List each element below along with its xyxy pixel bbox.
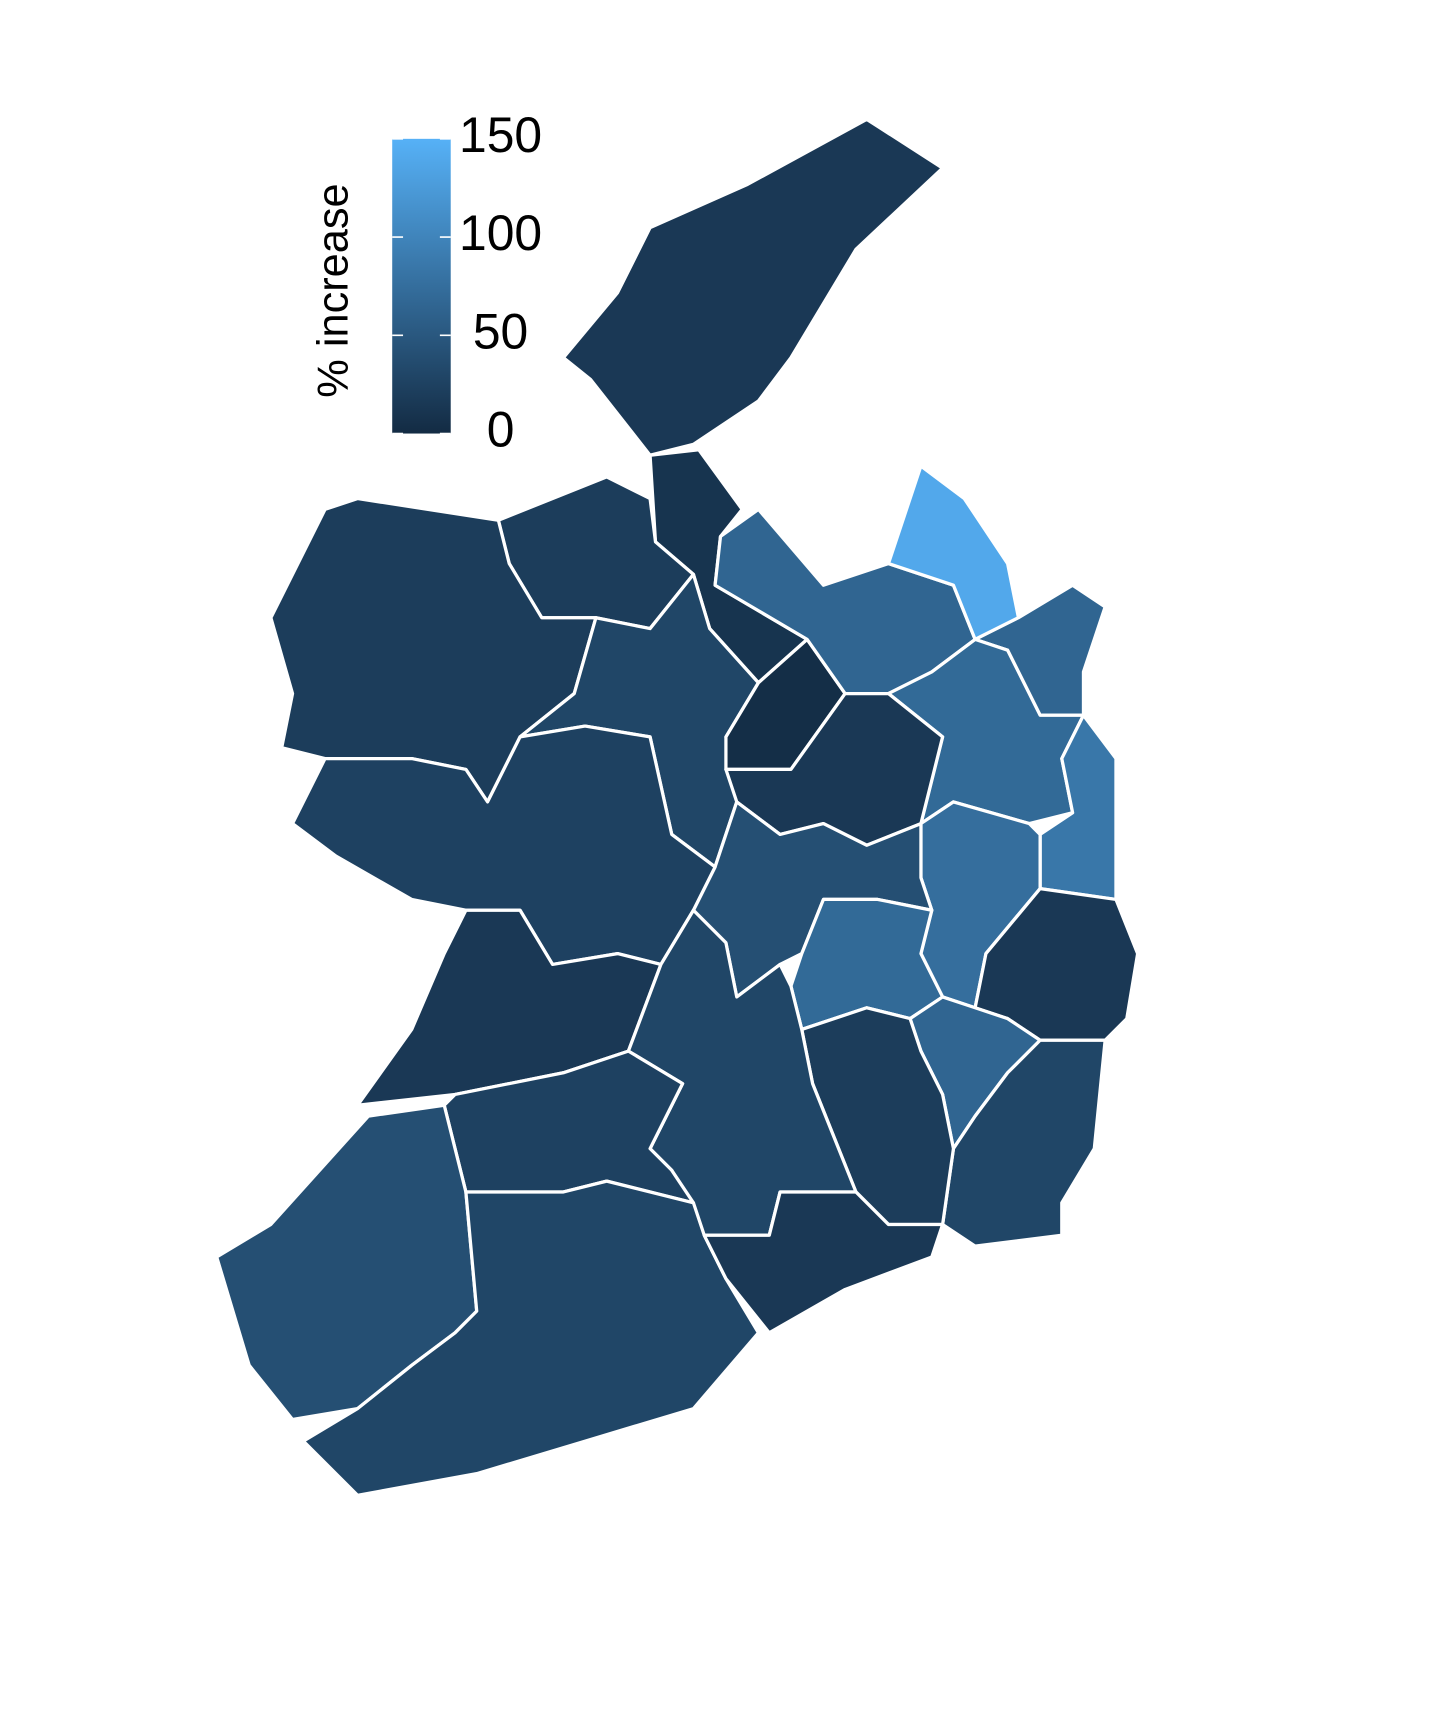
legend-title: % increase <box>309 183 357 397</box>
county <box>940 1038 1107 1248</box>
county <box>702 1190 945 1335</box>
colorbar-tick-label: 50 <box>473 303 528 359</box>
colorbar-tick-label: 150 <box>459 107 542 163</box>
colorbar-tick-label: 0 <box>487 402 515 458</box>
colorbar <box>392 138 451 434</box>
colorbar-tick-label: 100 <box>459 205 542 261</box>
county <box>886 464 1021 642</box>
county <box>301 1179 761 1497</box>
county <box>561 117 945 457</box>
regions <box>215 117 1140 1497</box>
